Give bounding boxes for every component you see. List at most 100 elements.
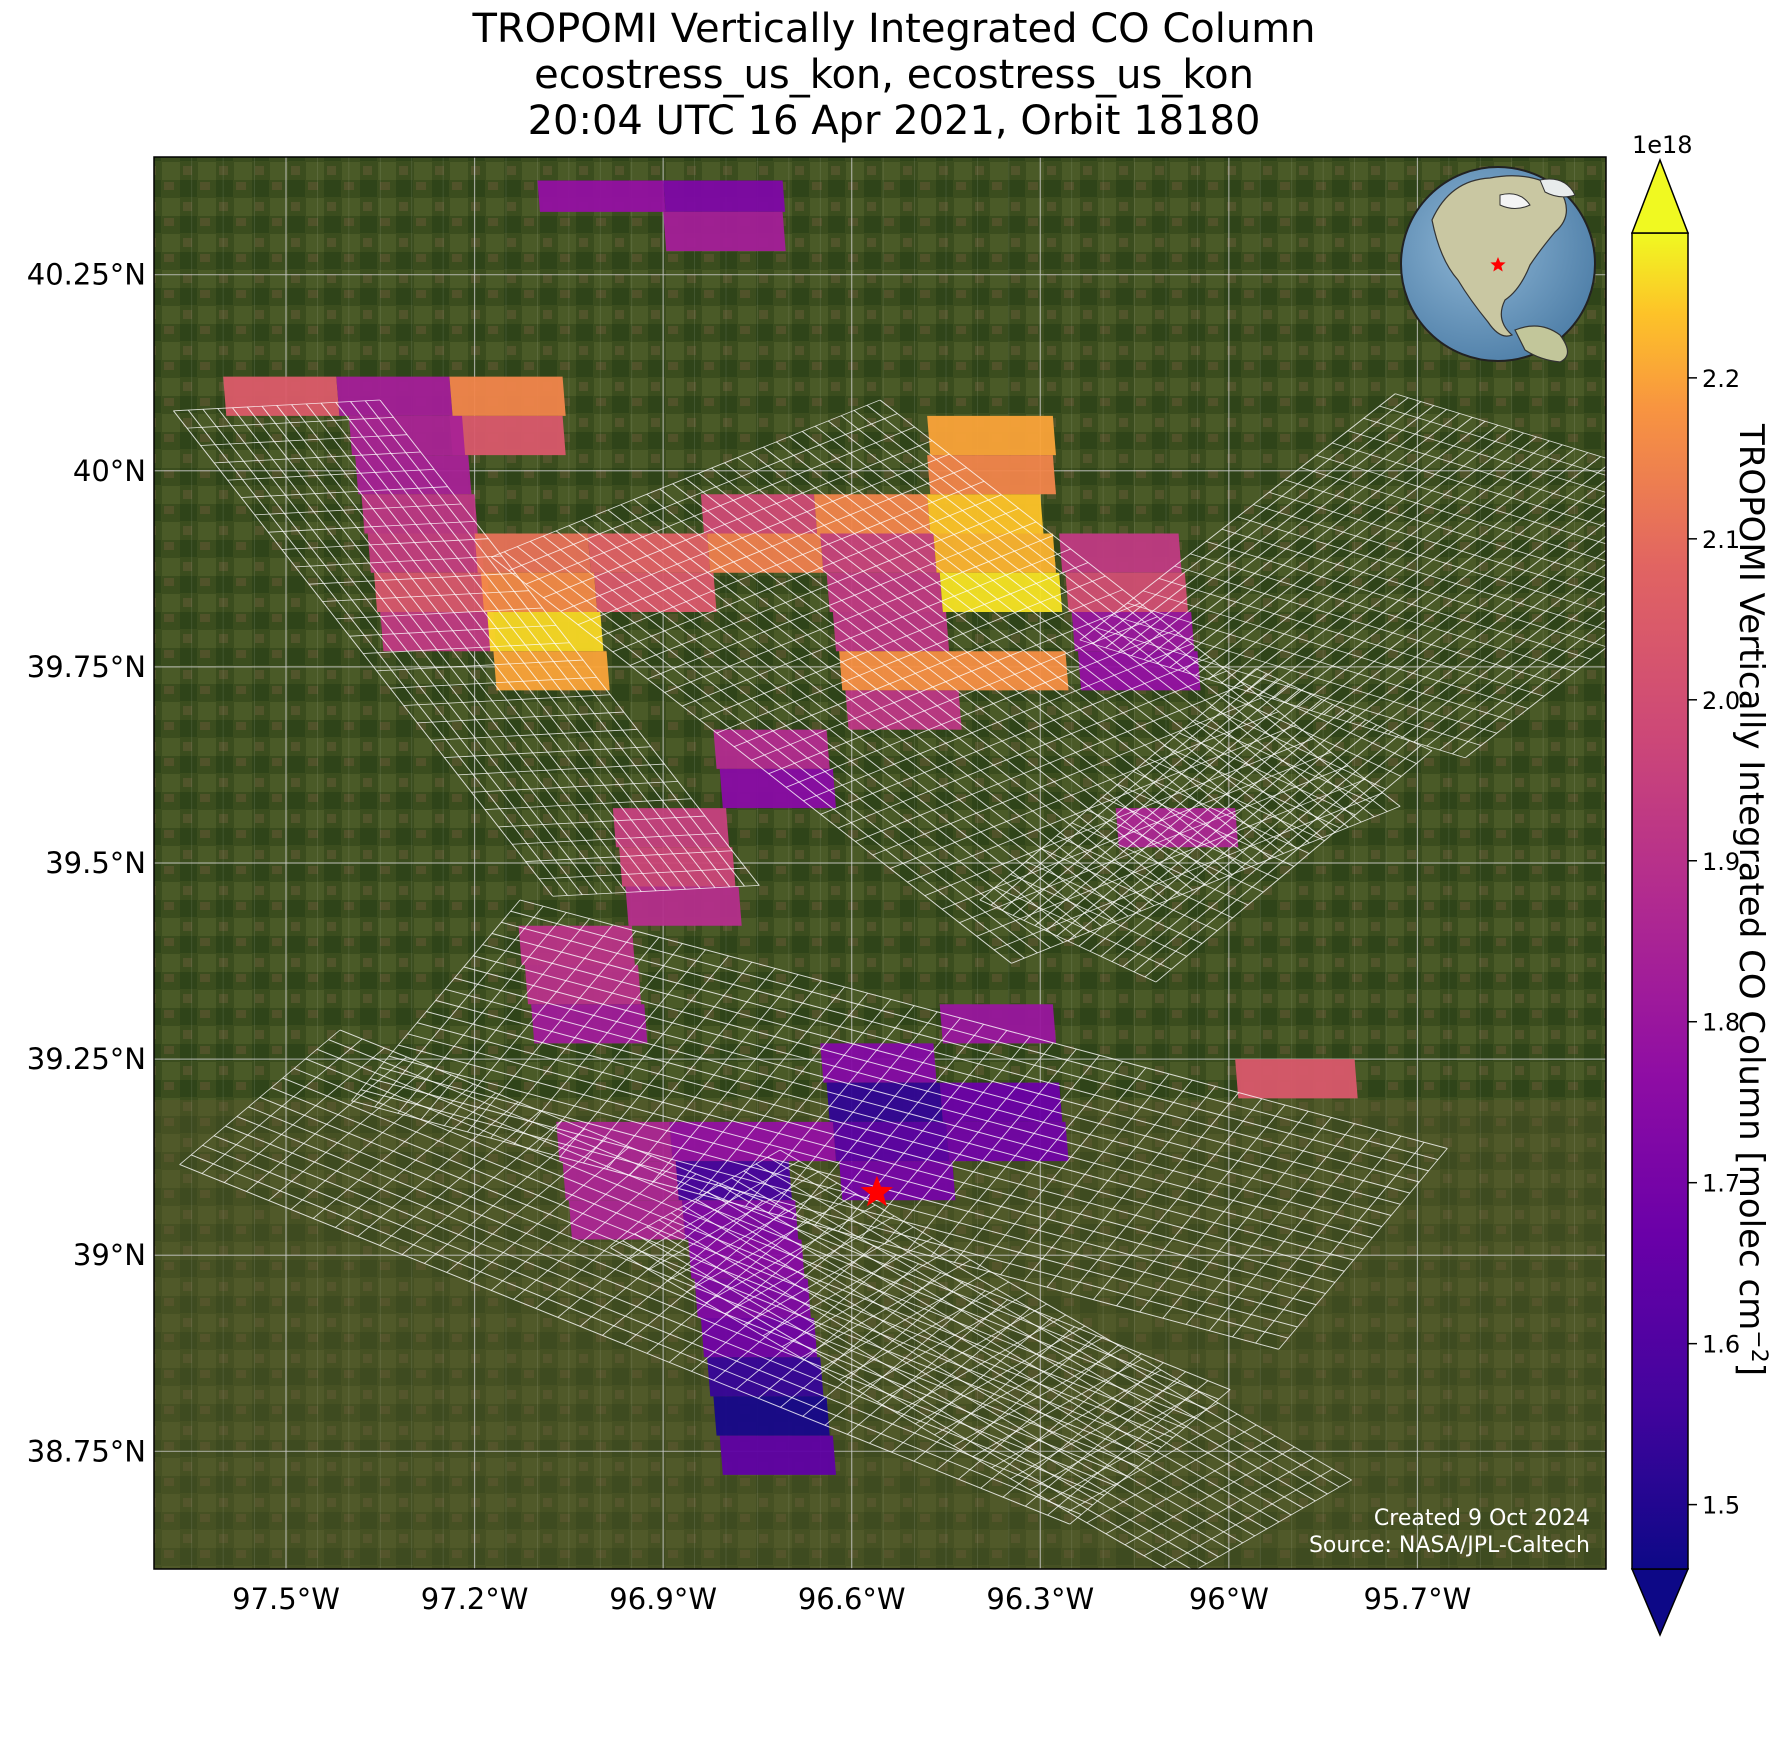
title-line-2: ecostress_us_kon, ecostress_us_kon bbox=[534, 52, 1254, 98]
co-pixel bbox=[713, 1396, 830, 1436]
co-pixel bbox=[713, 729, 830, 769]
swath-line bbox=[1045, 699, 1323, 932]
co-pixel bbox=[707, 1357, 824, 1397]
title-line-3: 20:04 UTC 16 Apr 2021, Orbit 18180 bbox=[527, 98, 1261, 144]
lon-tick-label: 96.6°W bbox=[798, 1582, 906, 1616]
swath-line bbox=[1023, 688, 1301, 921]
swath-line bbox=[724, 462, 1246, 870]
swath-line bbox=[1194, 428, 1512, 676]
swath-line bbox=[259, 1096, 1151, 1458]
swath-line bbox=[788, 436, 1310, 844]
lon-tick-label: 96.3°W bbox=[986, 1582, 1094, 1616]
colorbar-tick-label: 1.7 bbox=[1702, 1170, 1740, 1198]
swath-line bbox=[335, 402, 716, 888]
co-pixel bbox=[939, 1004, 1056, 1044]
swath-line bbox=[316, 1048, 1208, 1410]
lon-tick-label: 95.7°W bbox=[1364, 1582, 1472, 1616]
swath-line bbox=[658, 1219, 1232, 1551]
swath-line bbox=[1089, 719, 1367, 952]
swath-line bbox=[1233, 440, 1550, 688]
swath-line bbox=[731, 1177, 1304, 1509]
swath-line bbox=[1400, 491, 1606, 739]
swath-line bbox=[801, 431, 1323, 838]
swath-line bbox=[276, 405, 657, 891]
co-pixel bbox=[675, 1161, 792, 1201]
swath-line bbox=[1451, 507, 1606, 755]
swath-line bbox=[519, 899, 1448, 1149]
co-pixel bbox=[374, 572, 491, 612]
swath-line bbox=[369, 1078, 1298, 1328]
swath-line bbox=[179, 1029, 341, 1165]
swath-line bbox=[1323, 468, 1606, 715]
swath-line bbox=[1092, 397, 1409, 645]
swath-line bbox=[1297, 460, 1606, 707]
swath-line bbox=[879, 399, 1401, 807]
swath-line bbox=[1182, 424, 1499, 672]
swath-line bbox=[622, 1240, 1195, 1569]
co-pixel bbox=[719, 1435, 836, 1475]
swath-line bbox=[213, 1135, 1105, 1496]
co-pixel bbox=[568, 1200, 686, 1240]
swath-line bbox=[581, 520, 1103, 927]
swath-line bbox=[360, 1089, 1289, 1339]
lon-tick-label: 97.2°W bbox=[421, 1582, 529, 1616]
co-pixel bbox=[1235, 1059, 1358, 1099]
co-pixel bbox=[562, 1161, 679, 1201]
co-pixel bbox=[612, 808, 730, 848]
colorbar-tick-label: 2.1 bbox=[1702, 526, 1740, 554]
lon-tick-label: 97.5°W bbox=[232, 1582, 340, 1616]
lon-tick-label: 96°W bbox=[1189, 1582, 1269, 1616]
swath-line bbox=[426, 1011, 1355, 1261]
swath-line bbox=[1426, 499, 1606, 747]
swath-line bbox=[840, 415, 1362, 823]
colorbar: 1.5 1.6 1.7 1.8 1.9 2.0 2.1 2.2 1e18 TROPOMI Ve… bbox=[1630, 131, 1772, 1637]
swath-line bbox=[202, 1144, 1094, 1506]
swath-line bbox=[1100, 724, 1378, 957]
swath-line bbox=[320, 403, 701, 889]
co-pixel bbox=[493, 651, 610, 691]
swath-line bbox=[1272, 452, 1589, 700]
swath-line bbox=[529, 541, 1051, 948]
co-pixel bbox=[663, 211, 786, 252]
swath-line bbox=[1413, 495, 1606, 743]
swath-line bbox=[633, 499, 1155, 906]
swath-line bbox=[1336, 472, 1606, 719]
swath-line bbox=[491, 933, 1420, 1183]
swath-line bbox=[1349, 476, 1606, 723]
lat-tick-label: 39°N bbox=[73, 1238, 146, 1272]
co-pixel bbox=[348, 415, 466, 456]
co-pixel bbox=[531, 1004, 648, 1044]
swath-line bbox=[594, 514, 1116, 922]
swath-line bbox=[1122, 735, 1400, 967]
swath-line bbox=[1374, 483, 1606, 731]
swath-line bbox=[1155, 750, 1433, 983]
swath-line bbox=[1438, 503, 1606, 751]
co-pixel bbox=[832, 611, 950, 652]
swath-line bbox=[290, 404, 672, 891]
swath-line bbox=[634, 1233, 1207, 1565]
site-marker-star bbox=[860, 1175, 893, 1207]
co-pixel bbox=[820, 533, 937, 573]
map-frame bbox=[153, 156, 1607, 1570]
swath-line bbox=[1130, 409, 1448, 656]
lon-tick-label: 96.9°W bbox=[609, 1582, 717, 1616]
swath-line bbox=[349, 401, 731, 887]
swath-line bbox=[1001, 678, 1279, 911]
colorbar-gradient bbox=[1631, 232, 1689, 1570]
swath-line bbox=[454, 977, 1383, 1227]
swath-line bbox=[1144, 745, 1422, 978]
co-pixel bbox=[826, 1082, 943, 1122]
co-pixel bbox=[933, 533, 1056, 573]
swath-line bbox=[775, 441, 1297, 849]
co-pixel bbox=[719, 768, 836, 809]
swath-line bbox=[646, 493, 1168, 901]
swath-line bbox=[1207, 432, 1525, 680]
colorbar-max-extend bbox=[1630, 157, 1690, 234]
co-pixel bbox=[474, 533, 591, 573]
lat-tick-label: 39.5°N bbox=[45, 846, 146, 880]
swath-line bbox=[990, 673, 1268, 906]
swath-line bbox=[236, 1116, 1128, 1477]
swath-line bbox=[1310, 464, 1606, 711]
globe-site-marker bbox=[1490, 257, 1506, 272]
swath-line bbox=[339, 1029, 1231, 1390]
